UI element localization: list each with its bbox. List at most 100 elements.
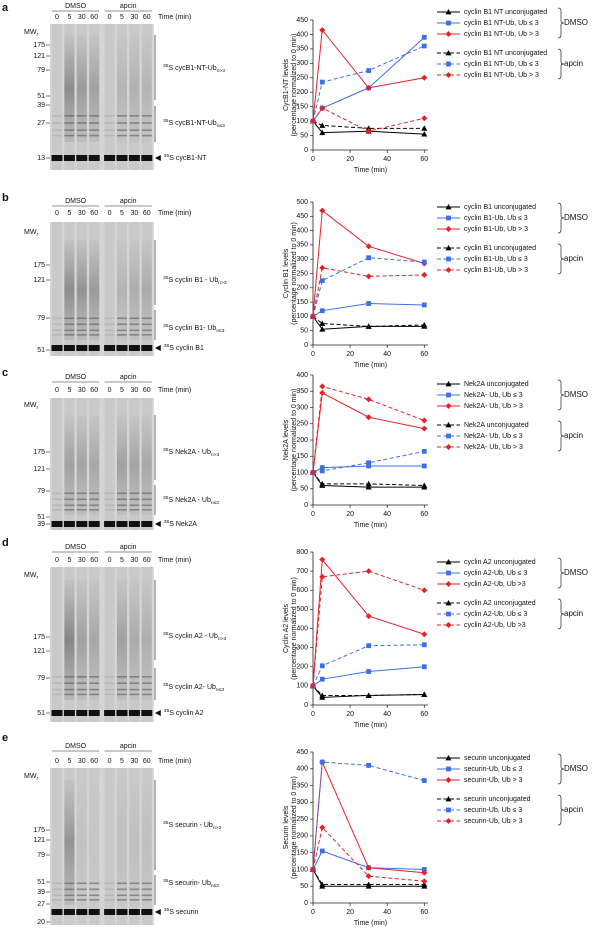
gel-band <box>89 115 100 117</box>
gel-band <box>64 334 75 336</box>
y-tick-label: 100 <box>296 469 308 476</box>
y-tick-label: 250 <box>296 816 308 823</box>
x-tick-label: 0 <box>311 351 315 358</box>
mw-marker: 27 <box>37 901 45 908</box>
x-tick-label: 0 <box>311 156 315 163</box>
gel-band <box>52 329 62 332</box>
gel-band <box>117 676 127 678</box>
data-point <box>365 84 372 91</box>
y-tick-label: 200 <box>296 833 308 840</box>
gel-band <box>76 899 87 901</box>
gel-band <box>89 682 100 684</box>
gel-band <box>89 134 100 137</box>
data-point <box>421 869 428 876</box>
gel-band <box>141 688 152 691</box>
legend-marker <box>446 61 451 67</box>
gel-main-band <box>104 345 116 351</box>
gel-band <box>141 329 152 332</box>
gel-band <box>104 693 115 696</box>
gel-band <box>141 509 152 511</box>
gel-smear <box>117 35 127 142</box>
gel-main-band <box>141 710 153 716</box>
gel-main-band <box>76 909 88 915</box>
lane-label: 60 <box>143 557 151 564</box>
text: S cycB1-NT-Ub <box>168 120 216 127</box>
gel-band <box>76 115 87 117</box>
data-point <box>421 43 427 49</box>
data-point <box>365 414 372 421</box>
data-point <box>319 308 325 314</box>
gel-main-band <box>63 521 75 527</box>
gel-band <box>76 693 87 696</box>
superscript: 35 <box>163 878 169 884</box>
gel-main-band <box>63 710 75 716</box>
legend-brace <box>557 48 565 80</box>
series-line <box>312 385 425 473</box>
gel-band <box>52 498 62 501</box>
gel-main-band <box>51 155 63 161</box>
y-tick-label: 200 <box>296 664 308 671</box>
lane-label: 60 <box>90 210 98 217</box>
text: MW <box>24 773 37 780</box>
gel-band <box>117 888 127 891</box>
gel-main-band <box>63 155 75 161</box>
data-point <box>421 74 428 81</box>
time-label: Time (min) <box>158 557 191 564</box>
band-arrow <box>154 909 161 915</box>
mw-marker: 51 <box>37 879 45 886</box>
gel-band <box>52 882 62 885</box>
gel-band <box>104 492 115 495</box>
condition-header: apcin <box>120 743 137 750</box>
gel-smear <box>141 415 152 515</box>
y-tick-label: 350 <box>296 46 308 53</box>
condition-header: apcin <box>120 544 137 551</box>
series-line <box>312 120 425 129</box>
y-tick-label: 0 <box>304 342 308 349</box>
gel-band <box>104 682 115 684</box>
gel-band <box>141 129 152 131</box>
y-tick-label: 350 <box>296 388 308 395</box>
gel-band <box>141 676 152 678</box>
legend-brace <box>557 753 565 785</box>
legend-label: Nek2A unconjugated <box>464 381 529 388</box>
x-tick-label: 40 <box>383 156 391 163</box>
legend-marker <box>445 381 452 387</box>
gel-band <box>64 122 75 124</box>
subscript: r <box>36 32 38 38</box>
lane-label: 5 <box>67 758 71 765</box>
band-annotation: 35S cycB1-NT <box>164 153 208 162</box>
legend-group-label: DMSO <box>564 764 588 773</box>
gel-main-band <box>51 521 63 527</box>
gel-band <box>129 334 140 336</box>
gel-smear <box>117 580 127 700</box>
superscript: 35 <box>163 323 169 329</box>
condition-header: DMSO <box>65 198 87 205</box>
y-axis-label: (percentage normalized to 0 min) <box>291 222 298 325</box>
gel-band <box>89 329 100 332</box>
text: MW <box>24 229 37 236</box>
gel-main-band <box>128 345 140 351</box>
band-annotation: 35S cycB1-NT-Ubn≤3 <box>163 118 225 129</box>
gel-band <box>76 317 87 320</box>
mw-label: MWr <box>24 572 38 581</box>
mw-marker: 121 <box>33 837 45 844</box>
legend-marker <box>446 570 451 576</box>
legend-label: cyclin B1 unconjugated <box>464 245 536 252</box>
band-arrow <box>154 155 161 161</box>
gel-band <box>129 492 140 495</box>
condition-header: DMSO <box>65 544 87 551</box>
legend-marker <box>446 215 451 221</box>
legend-group-label: DMSO <box>564 213 588 222</box>
gel-main-band <box>76 710 88 716</box>
lane-label: 5 <box>67 557 71 564</box>
gel-band <box>104 899 115 901</box>
data-point <box>319 207 326 214</box>
legend-label: Nek2A- Ub, Ub > 3 <box>464 403 523 410</box>
gel-band <box>52 122 62 124</box>
gel-band <box>89 504 100 507</box>
gel-band <box>117 334 127 336</box>
gel-band <box>117 682 127 684</box>
lane-label: 60 <box>143 210 151 217</box>
lane-label: 0 <box>55 557 59 564</box>
gel-band <box>76 504 87 507</box>
